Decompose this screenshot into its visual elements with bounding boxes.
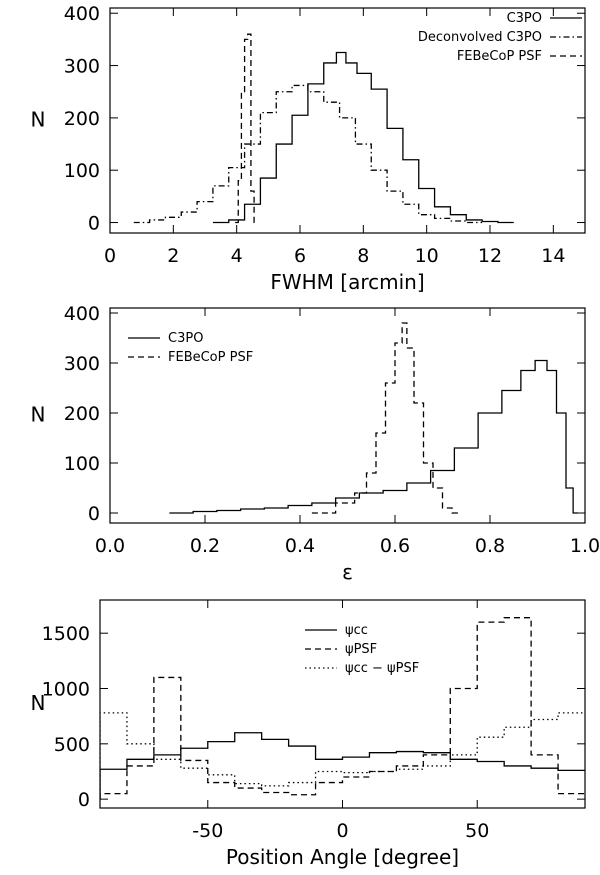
y-tick-label: 400 [64,303,100,325]
series-3-line [235,33,258,224]
y-tick-label: 200 [64,403,100,425]
series-1-line [100,732,585,800]
chart-panel-1: 0 2 4 6 8 10 12 14 0 100 200 300 400 FWHM [arcmin] N C3… [31,3,586,294]
chart-panel-2: 0.0 0.2 0.4 0.6 0.8 1.0 0 100 200 300 400 ε N C3PO FEB… [31,303,600,584]
y-tick-label: 300 [64,353,100,375]
x-tick-label: 0.2 [190,535,220,557]
legend-label: ψPSF [345,642,377,657]
x-tick-label: 1.0 [570,535,600,557]
y-axis-label: N [31,403,46,427]
plot-frame [109,307,586,524]
y-tick-label: 300 [64,56,100,78]
series-2-line [133,84,483,224]
y-tick-label: 500 [54,734,90,756]
x-tick-label: 0.0 [95,535,125,557]
y-tick-label: 200 [64,108,100,130]
x-tick-label: 14 [541,245,565,267]
y-tick-label: 0 [88,503,100,525]
x-tick-label: 4 [231,245,243,267]
plot-frame [109,7,586,234]
y-tick-label: 1500 [42,623,90,645]
x-tick-label: 2 [167,245,179,267]
x-tick-label: 10 [415,245,439,267]
y-tick-label: 400 [64,3,100,25]
series-1-line [169,359,578,514]
y-axis-label: N [31,108,46,132]
legend-label: ψcc [345,623,368,638]
y-axis-label: N [31,691,46,715]
x-tick-label: 0.4 [285,535,315,557]
x-axis-label: Position Angle [degree] [226,845,459,869]
legend-label: FEBeCoP PSF [457,49,542,64]
legend-label: FEBeCoP PSF [168,350,253,365]
legend-label: ψcc − ψPSF [345,661,419,676]
legend-label: C3PO [168,331,203,346]
x-tick-label: 0.8 [475,535,505,557]
x-tick-label: 12 [478,245,502,267]
x-tick-label: 0 [336,820,348,842]
x-axis-label: ε [342,560,353,584]
x-tick-label: 8 [357,245,369,267]
y-tick-label: 100 [64,160,100,182]
x-tick-label: 0.6 [380,535,410,557]
x-tick-label: 0 [104,245,116,267]
legend-label: Deconvolved C3PO [418,30,542,45]
x-tick-label: -50 [192,820,223,842]
y-tick-label: 100 [64,453,100,475]
x-tick-label: 50 [465,820,489,842]
series-2-line [100,617,585,800]
y-tick-label: 0 [78,789,90,811]
plot-frame [99,599,586,809]
y-tick-label: 1000 [42,679,90,701]
series-3-line [100,712,585,800]
legend-label: C3PO [507,11,542,26]
series-1-line [212,51,514,224]
x-axis-label: FWHM [arcmin] [270,270,424,294]
series-2-line [311,322,462,514]
y-tick-label: 0 [88,213,100,235]
x-tick-label: 6 [294,245,306,267]
